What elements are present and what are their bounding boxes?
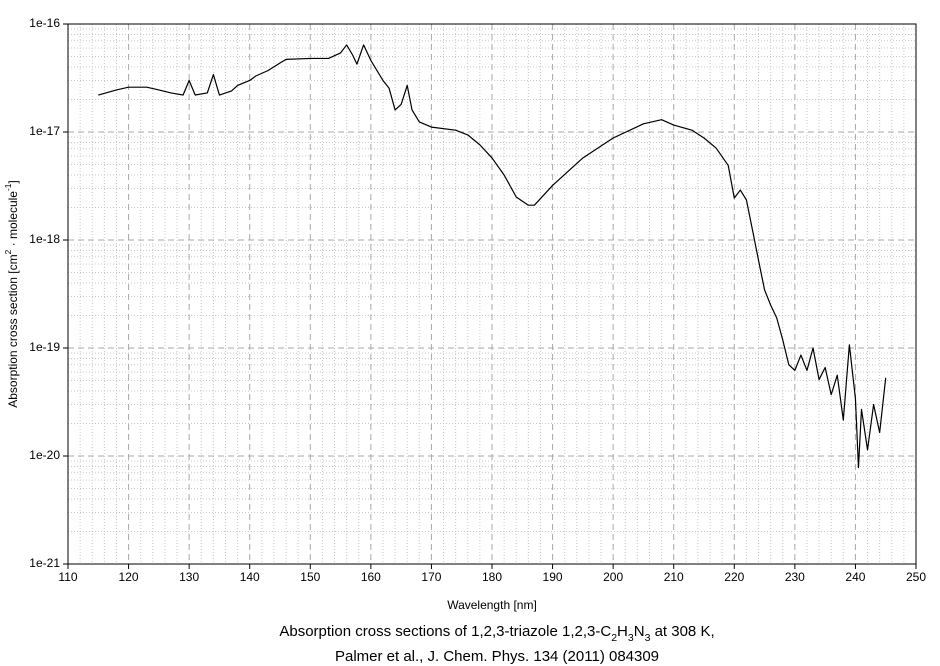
x-tick-label: 150: [300, 570, 320, 584]
y-axis-label-part: 2: [3, 249, 13, 254]
y-tick-label: 1e-18: [29, 232, 60, 246]
y-tick-label: 1e-19: [29, 340, 60, 354]
x-tick-label: 220: [724, 570, 744, 584]
caption-part: 3: [645, 632, 651, 644]
y-tick-label: 1e-17: [29, 124, 60, 138]
y-axis-label: Absorption cross section [cm2 · molecule…: [3, 180, 20, 408]
caption-part: 3: [628, 632, 634, 644]
caption-line-2: Palmer et al., J. Chem. Phys. 134 (2011)…: [335, 648, 659, 665]
y-tick-label: 1e-20: [29, 448, 60, 462]
y-tick-label: 1e-16: [29, 16, 60, 30]
data-line: [98, 44, 887, 469]
x-tick-label: 210: [664, 570, 684, 584]
x-tick-label: 180: [482, 570, 502, 584]
plot-frame: [67, 23, 917, 565]
x-tick-label: 200: [603, 570, 623, 584]
x-tick-label: 160: [361, 570, 381, 584]
x-axis-label: Wavelength [nm]: [447, 598, 537, 612]
caption: Absorption cross sections of 1,2,3-triaz…: [279, 623, 714, 644]
y-axis-label-part: Absorption cross section [cm: [6, 254, 20, 407]
x-tick-label: 140: [240, 570, 260, 584]
y-tick-label: 1e-21: [29, 556, 60, 570]
y-axis-label-part: ]: [6, 180, 20, 183]
x-tick-label: 190: [543, 570, 563, 584]
caption-part: Absorption cross sections of 1,2,3-triaz…: [279, 623, 611, 640]
y-axis-label-part: · molecule: [6, 191, 20, 250]
caption-part: N: [634, 623, 645, 640]
caption-part: H: [617, 623, 628, 640]
x-tick-label: 120: [119, 570, 139, 584]
x-tick-label: 130: [179, 570, 199, 584]
caption-part: 2: [611, 632, 617, 644]
x-tick-label: 110: [58, 570, 77, 584]
x-tick-label: 230: [785, 570, 805, 584]
x-tick-label: 170: [421, 570, 441, 584]
y-axis-label-part: -1: [3, 183, 13, 191]
x-tick-label: 250: [906, 570, 926, 584]
caption-part: at 308 K,: [650, 623, 714, 640]
x-tick-label: 240: [845, 570, 865, 584]
